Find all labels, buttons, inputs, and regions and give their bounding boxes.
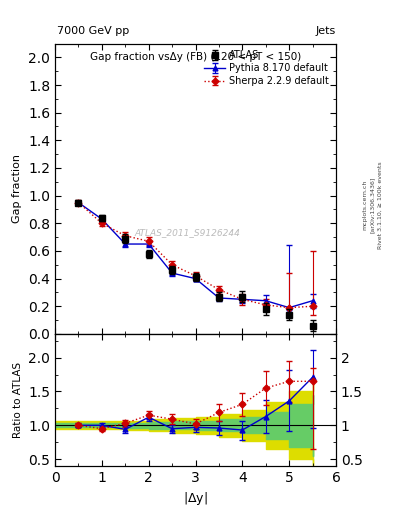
Text: Jets: Jets [316, 26, 336, 36]
Legend: ATLAS, Pythia 8.170 default, Sherpa 2.2.9 default: ATLAS, Pythia 8.170 default, Sherpa 2.2.… [202, 48, 331, 88]
Text: Rivet 3.1.10, ≥ 100k events: Rivet 3.1.10, ≥ 100k events [378, 161, 383, 249]
Y-axis label: Gap fraction: Gap fraction [13, 154, 22, 223]
Text: ATLAS_2011_S9126244: ATLAS_2011_S9126244 [134, 228, 240, 237]
Text: Gap fraction vsΔy (FB) (120 < pT < 150): Gap fraction vsΔy (FB) (120 < pT < 150) [90, 52, 301, 62]
Text: 7000 GeV pp: 7000 GeV pp [57, 26, 129, 36]
Y-axis label: Ratio to ATLAS: Ratio to ATLAS [13, 362, 23, 438]
X-axis label: |$\Delta$y|: |$\Delta$y| [183, 490, 208, 507]
Text: mcplots.cern.ch: mcplots.cern.ch [362, 180, 367, 230]
Text: [arXiv:1306.3436]: [arXiv:1306.3436] [370, 177, 375, 233]
